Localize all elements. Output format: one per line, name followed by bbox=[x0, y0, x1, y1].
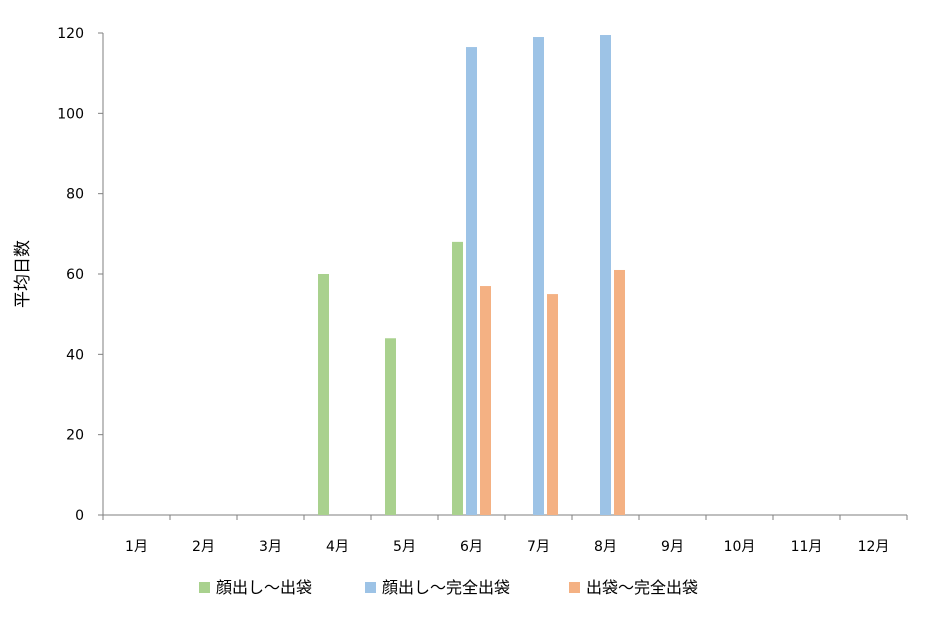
x-tick-label: 3月 bbox=[259, 539, 282, 555]
y-tick-label: 20 bbox=[66, 428, 84, 444]
bar bbox=[385, 338, 396, 515]
bar bbox=[480, 286, 491, 515]
y-tick-label: 120 bbox=[57, 26, 84, 42]
bar bbox=[600, 35, 611, 516]
legend-label: 顔出し～出袋 bbox=[216, 578, 312, 597]
x-tick-label: 7月 bbox=[527, 539, 550, 555]
y-tick-label: 0 bbox=[75, 508, 84, 524]
legend-swatch bbox=[569, 582, 580, 593]
legend-label: 出袋～完全出袋 bbox=[586, 578, 698, 597]
x-tick-label: 10月 bbox=[724, 539, 756, 555]
x-tick-label: 1月 bbox=[125, 539, 148, 555]
legend-label: 顔出し～完全出袋 bbox=[382, 578, 510, 597]
x-tick-label: 4月 bbox=[326, 539, 349, 555]
bar bbox=[547, 294, 558, 515]
bar bbox=[533, 37, 544, 516]
y-tick-label: 80 bbox=[66, 187, 84, 203]
bar bbox=[466, 47, 477, 515]
y-tick-label: 40 bbox=[66, 347, 84, 363]
x-tick-label: 2月 bbox=[192, 539, 215, 555]
legend-swatch bbox=[199, 582, 210, 593]
x-tick-label: 5月 bbox=[393, 539, 416, 555]
y-tick-label: 60 bbox=[66, 267, 84, 283]
x-tick-label: 9月 bbox=[661, 539, 684, 555]
y-tick-label: 100 bbox=[57, 106, 84, 122]
x-tick-label: 8月 bbox=[594, 539, 617, 555]
x-tick-label: 11月 bbox=[791, 539, 823, 555]
legend-swatch bbox=[365, 582, 376, 593]
bar bbox=[614, 269, 625, 515]
x-tick-label: 6月 bbox=[460, 539, 483, 555]
bar bbox=[452, 241, 463, 515]
bar bbox=[318, 274, 329, 515]
y-axis-title: 平均日数 bbox=[13, 240, 33, 308]
x-tick-label: 12月 bbox=[858, 539, 890, 555]
